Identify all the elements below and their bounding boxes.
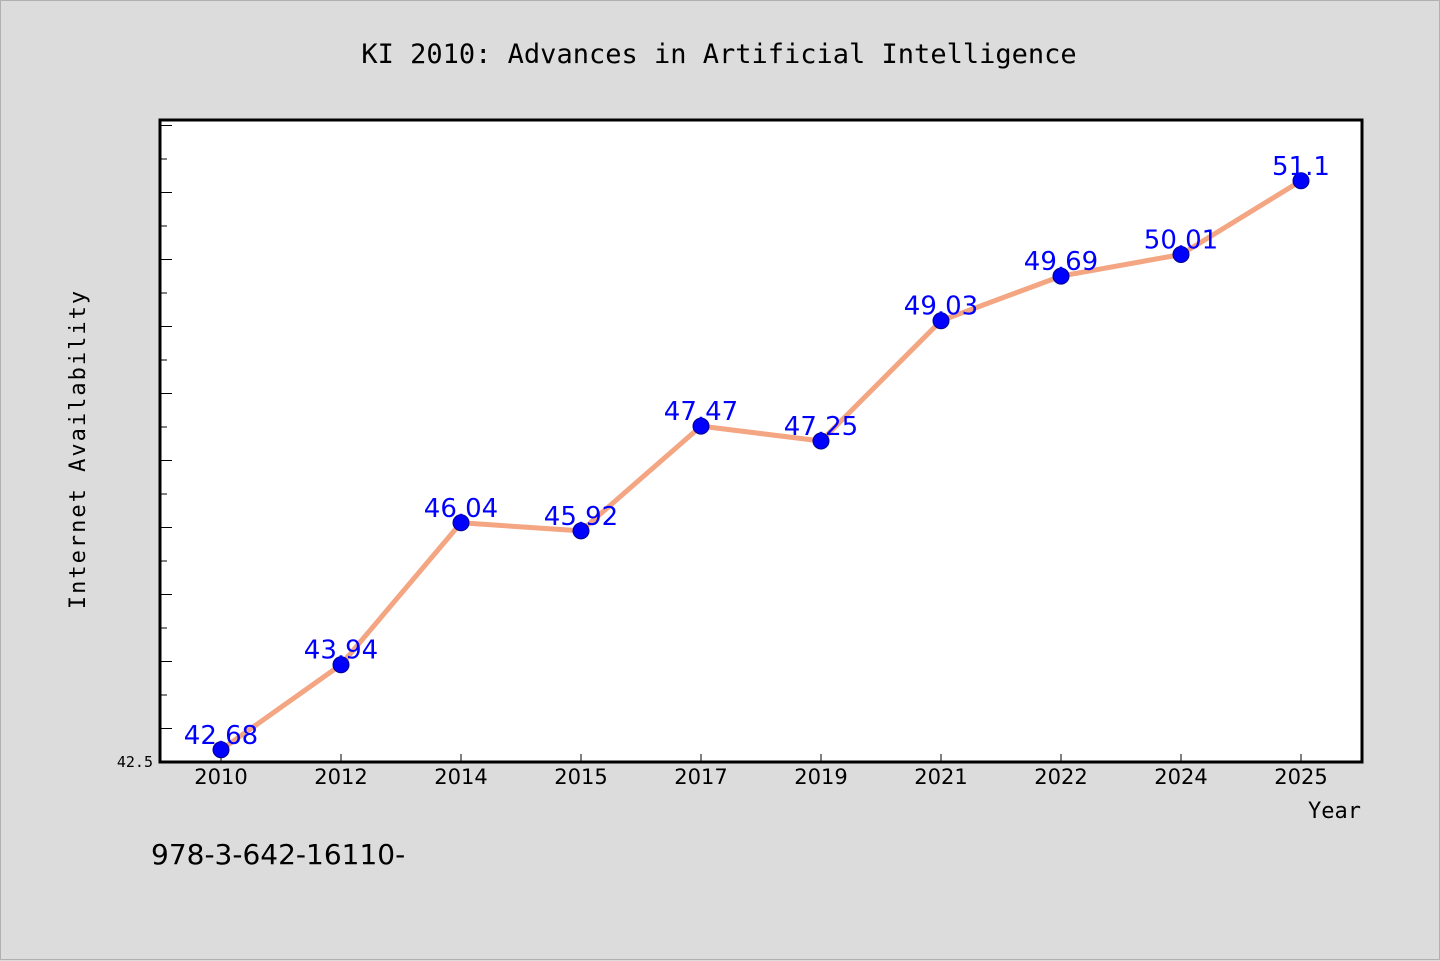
- series-markers: [212, 172, 1310, 759]
- data-label: 47.25: [784, 412, 858, 442]
- x-tick-label: 2025: [1274, 765, 1327, 789]
- data-point: [1172, 246, 1190, 263]
- x-axis-ticks: [220, 754, 1302, 762]
- data-label: 47.47: [664, 397, 738, 427]
- data-point: [452, 514, 470, 532]
- data-labels: 42.68 43.94 46.04 45.92 47.47 47.25 49.03 49.69…: [184, 152, 1330, 751]
- x-tick-label: 2014: [434, 765, 487, 789]
- x-tick-label: 2021: [914, 765, 967, 789]
- x-tick-label: 2019: [794, 765, 847, 789]
- data-point: [932, 312, 950, 330]
- x-tick-label: 2015: [554, 765, 607, 789]
- chart-title: KI 2010: Advances in Artificial Intellig…: [361, 39, 1076, 70]
- data-label: 51.1: [1272, 152, 1330, 182]
- data-point: [212, 741, 230, 759]
- data-label: 50.01: [1144, 226, 1218, 256]
- plot-area: [158, 118, 1364, 764]
- x-tick-label: 2012: [314, 765, 367, 789]
- x-tick-label: 2024: [1154, 765, 1207, 789]
- footer-text: 978-3-642-16110-: [151, 838, 405, 871]
- x-tick-label: 2010: [194, 765, 247, 789]
- data-point: [572, 522, 590, 540]
- data-point: [812, 432, 830, 450]
- data-label: 49.03: [904, 292, 978, 322]
- x-axis-label: Year: [1308, 799, 1361, 824]
- data-label: 49.69: [1024, 247, 1098, 277]
- x-tick-labels: 2010 2012 2014 2015 2017 2019 2021 2022 2024 2025: [194, 765, 1327, 789]
- data-point: [1292, 172, 1310, 190]
- data-label: 46.04: [424, 494, 498, 524]
- data-point: [692, 417, 710, 435]
- data-point: [1052, 267, 1070, 285]
- x-tick-label: 2022: [1034, 765, 1087, 789]
- data-label: 45.92: [544, 502, 618, 532]
- x-tick-label: 2017: [674, 765, 727, 789]
- y-axis-ticks: [160, 125, 172, 763]
- data-label: 42.68: [184, 721, 258, 751]
- series-line: [218, 178, 1304, 753]
- y-tick-label: 42.5: [117, 753, 153, 771]
- data-point: [332, 656, 350, 674]
- y-axis-label: Internet Availability: [66, 289, 91, 609]
- data-label: 43.94: [304, 636, 378, 666]
